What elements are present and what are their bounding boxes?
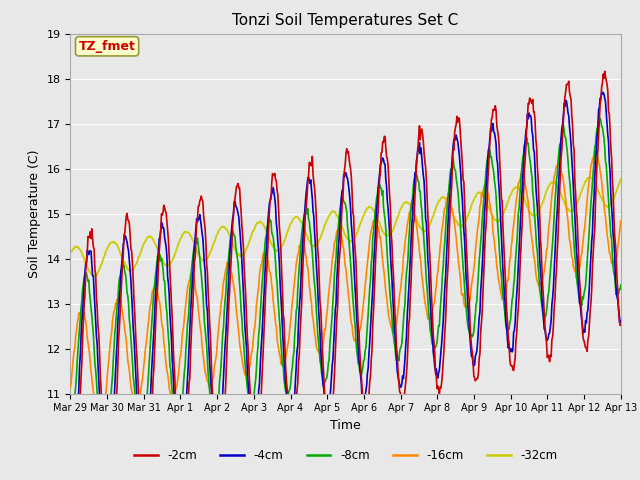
-32cm: [617, 176, 625, 182]
-16cm: [617, 218, 625, 224]
-32cm: [219, 224, 227, 230]
-4cm: [218, 401, 226, 407]
-2cm: [429, 333, 437, 338]
-16cm: [134, 403, 141, 409]
-16cm: [219, 286, 227, 292]
Line: -8cm: -8cm: [70, 119, 621, 457]
-2cm: [219, 430, 227, 435]
Line: -32cm: -32cm: [70, 178, 621, 276]
-2cm: [77, 372, 85, 378]
-2cm: [413, 155, 421, 161]
-8cm: [67, 455, 74, 460]
Line: -16cm: -16cm: [70, 150, 621, 422]
-32cm: [413, 218, 421, 224]
-32cm: [429, 213, 437, 219]
-16cm: [67, 384, 74, 390]
Text: TZ_fmet: TZ_fmet: [79, 40, 136, 53]
-8cm: [189, 253, 196, 259]
-32cm: [67, 250, 74, 256]
-16cm: [190, 272, 198, 278]
-4cm: [189, 271, 196, 276]
-4cm: [617, 319, 625, 324]
-4cm: [133, 396, 141, 402]
-4cm: [413, 158, 420, 164]
-8cm: [429, 342, 436, 348]
-8cm: [218, 346, 226, 352]
Legend: -2cm, -4cm, -8cm, -16cm, -32cm: -2cm, -4cm, -8cm, -16cm, -32cm: [129, 444, 562, 467]
-32cm: [190, 239, 198, 245]
X-axis label: Time: Time: [330, 419, 361, 432]
-8cm: [617, 282, 625, 288]
-16cm: [429, 303, 437, 309]
-8cm: [133, 414, 141, 420]
-2cm: [617, 323, 625, 328]
Line: -2cm: -2cm: [70, 72, 621, 480]
-32cm: [90, 274, 97, 279]
-16cm: [97, 420, 104, 425]
Title: Tonzi Soil Temperatures Set C: Tonzi Soil Temperatures Set C: [232, 13, 459, 28]
-4cm: [77, 352, 84, 358]
-4cm: [429, 335, 436, 340]
-2cm: [134, 372, 141, 378]
Line: -4cm: -4cm: [70, 92, 621, 480]
-8cm: [596, 116, 604, 121]
-32cm: [586, 175, 594, 180]
-2cm: [601, 69, 609, 74]
-8cm: [413, 172, 420, 178]
-16cm: [413, 228, 421, 233]
-2cm: [190, 280, 198, 286]
-4cm: [599, 89, 607, 95]
-16cm: [591, 147, 598, 153]
-8cm: [77, 315, 84, 321]
-16cm: [77, 311, 84, 317]
Y-axis label: Soil Temperature (C): Soil Temperature (C): [28, 149, 41, 278]
-32cm: [134, 257, 141, 263]
-32cm: [77, 247, 84, 253]
